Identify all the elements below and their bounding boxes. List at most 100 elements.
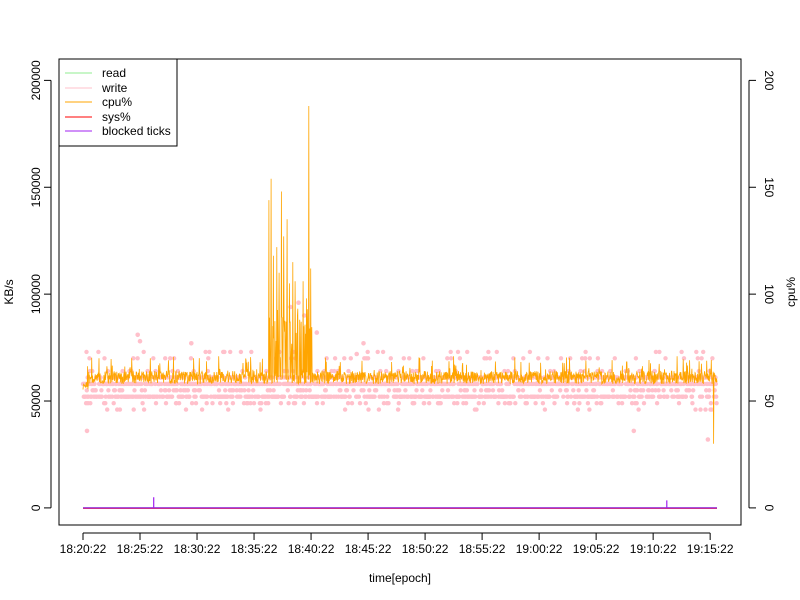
write-point (256, 394, 261, 399)
write-point (619, 381, 624, 387)
write-point (380, 349, 386, 355)
write-point (332, 356, 338, 361)
write-point (703, 407, 708, 412)
write-point (178, 388, 183, 393)
write-point (386, 401, 391, 406)
write-point (401, 356, 406, 361)
write-point (646, 388, 652, 393)
write-point (656, 388, 661, 393)
write-point (264, 368, 269, 374)
write-point (595, 356, 601, 361)
write-point (594, 394, 600, 399)
write-point (315, 368, 320, 374)
write-point (403, 388, 408, 393)
write-point (616, 401, 621, 406)
write-point (166, 388, 172, 393)
write-point (296, 300, 301, 306)
write-point (231, 388, 236, 393)
write-point (641, 388, 646, 393)
write-point (487, 356, 493, 361)
write-point (577, 401, 582, 406)
write-point (455, 349, 461, 355)
write-point (278, 401, 284, 406)
write-point (676, 401, 682, 406)
write-point (251, 401, 257, 406)
write-point (479, 394, 484, 399)
legend: read write cpu% sys% blocked ticks (58, 58, 178, 147)
write-point (632, 394, 637, 399)
write-point (151, 356, 156, 361)
write-point (472, 388, 477, 393)
write-point (583, 356, 588, 361)
legend-label-cpu: cpu% (102, 95, 132, 109)
write-point (422, 401, 427, 406)
write-point (679, 349, 684, 355)
write-point (285, 388, 290, 393)
write-point (547, 394, 552, 399)
write-point (216, 388, 222, 393)
write-point (440, 388, 445, 393)
write-point (599, 401, 604, 406)
write-point (665, 394, 670, 399)
write-point (382, 394, 387, 399)
write-point (361, 388, 366, 393)
write-point (500, 388, 505, 393)
y-right-tick-label: 100 (762, 284, 776, 304)
write-point (84, 388, 90, 393)
write-point (564, 401, 570, 406)
write-point (189, 401, 195, 406)
write-point (476, 401, 481, 406)
write-point (493, 394, 498, 399)
y-right-tick-label: 50 (762, 394, 776, 408)
write-point (561, 394, 566, 399)
write-point (112, 388, 118, 393)
write-point (234, 388, 239, 393)
x-tick-label: 19:05:22 (573, 542, 620, 556)
write-point (655, 381, 660, 387)
write-point (527, 349, 533, 355)
write-point (445, 388, 451, 393)
write-point (496, 401, 501, 406)
write-point (587, 407, 592, 412)
write-point (188, 356, 194, 361)
write-point (713, 381, 718, 387)
write-point (137, 338, 143, 344)
write-point (657, 349, 662, 355)
write-point (521, 356, 526, 361)
write-point (248, 401, 253, 406)
write-point (619, 401, 625, 406)
x-tick-label: 18:55:22 (459, 542, 506, 556)
x-tick-label: 18:20:22 (60, 542, 107, 556)
write-point (564, 388, 569, 393)
write-point (706, 394, 712, 399)
write-point (176, 401, 182, 406)
write-point (210, 401, 215, 406)
write-point (463, 401, 469, 406)
write-point (375, 349, 380, 355)
write-point (120, 368, 125, 374)
write-point (669, 388, 674, 393)
write-point (704, 388, 709, 393)
write-point (549, 388, 554, 393)
write-point (571, 388, 576, 393)
write-point (354, 351, 360, 357)
write-point (455, 401, 460, 406)
write-point (388, 356, 393, 361)
write-point (361, 341, 366, 346)
write-point (683, 394, 689, 399)
write-point (342, 407, 348, 412)
write-point (348, 356, 353, 361)
write-point (271, 388, 276, 393)
write-point (106, 388, 111, 393)
write-point (568, 394, 574, 399)
write-point (675, 388, 680, 393)
write-point (533, 401, 538, 406)
write-point (141, 407, 147, 412)
axes-layer: 18:20:22 18:25:22 18:30:22 18:35:22 18:40:22… (29, 60, 776, 556)
write-point (591, 388, 597, 393)
write-point (163, 356, 168, 361)
write-point (628, 388, 633, 393)
write-point (410, 368, 415, 374)
x-tick-label: 19:10:22 (630, 542, 677, 556)
